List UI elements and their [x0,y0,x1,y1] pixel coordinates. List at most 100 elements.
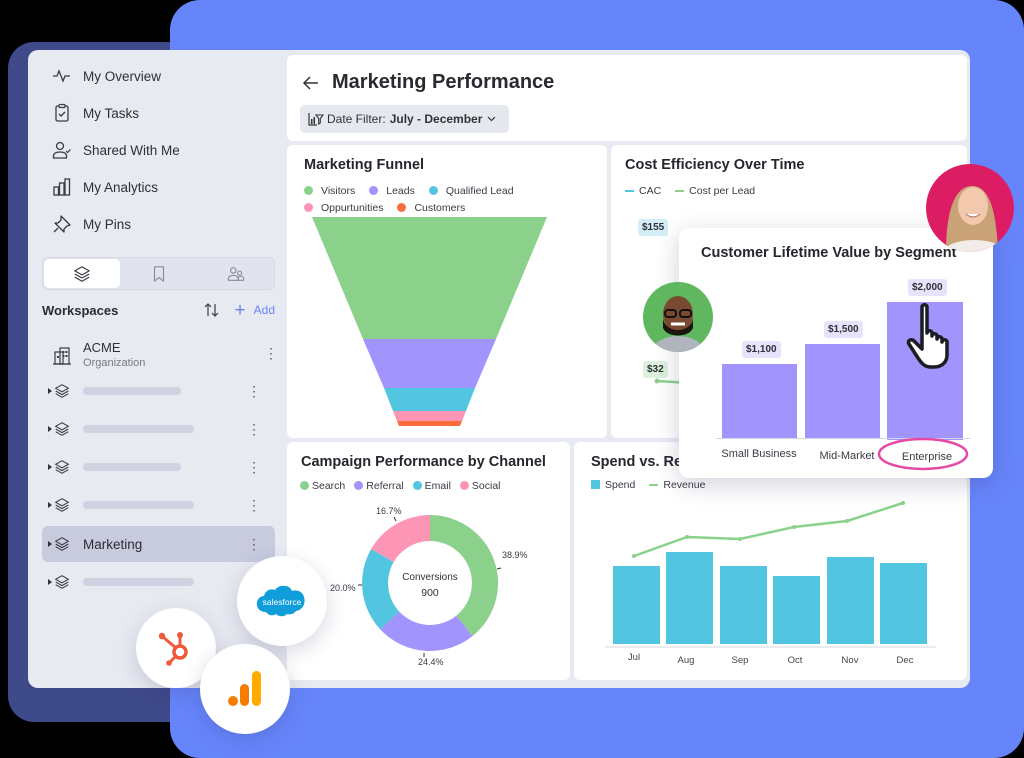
legend-item[interactable]: Customers [397,199,465,216]
legend-item[interactable]: Leads [369,182,415,199]
workspace-item[interactable]: ⋮ [42,487,275,523]
expand-caret-icon[interactable] [48,502,52,508]
cost-legend: CAC Cost per Lead [625,182,769,199]
referral-percent: 24.4% [418,657,444,667]
back-arrow-icon[interactable] [301,73,321,93]
kebab-menu-icon[interactable]: ⋮ [247,536,261,552]
layers-icon [54,537,70,551]
expand-caret-icon[interactable] [48,541,52,547]
chevron-down-icon [487,116,496,122]
kebab-menu-icon[interactable]: ⋮ [247,459,261,475]
social-percent: 16.7% [376,506,402,516]
kebab-menu-icon[interactable]: ⋮ [264,345,278,361]
workspace-placeholder [83,501,194,509]
date-filter-dropdown[interactable]: Date Filter: July - December [300,105,510,133]
workspace-item[interactable]: ⋮ [42,373,275,409]
x-axis [716,438,970,439]
clv-popup-card: Customer Lifetime Value by Segment $1,10… [679,228,993,478]
funnel-chart [312,217,547,426]
bar-chart-icon [53,178,71,196]
google-analytics-logo [200,644,290,734]
sidebar-item-my-pins[interactable]: My Pins [52,212,131,236]
x-tick-enterprise[interactable]: Enterprise [901,451,953,463]
plus-icon: + [234,299,246,321]
avatar-woman [926,164,1014,252]
segment-bookmarks[interactable] [121,258,197,289]
expand-caret-icon[interactable] [48,388,52,394]
sidebar-item-my-analytics[interactable]: My Analytics [52,175,158,199]
layers-icon [54,384,70,398]
cac-value-label: $155 [638,219,669,236]
legend-item[interactable]: Search [300,477,345,494]
legend-item[interactable]: Cost per Lead [675,182,755,199]
legend-item[interactable]: Qualified Lead [428,182,514,199]
sort-icon[interactable] [203,301,221,319]
layers-icon [54,460,70,474]
expand-caret-icon[interactable] [48,579,52,585]
bar-mid-market[interactable] [805,344,880,438]
email-percent: 20.0% [330,583,356,593]
clipboard-check-icon [55,103,69,122]
pin-icon [53,215,71,233]
avatar-man [643,282,713,352]
salesforce-logo: salesforce [237,556,327,646]
segment-workspaces[interactable] [44,259,121,288]
legend-item[interactable]: Oppurtunities [304,199,383,216]
users-icon [227,266,245,281]
sidebar-item-shared-with-me[interactable]: Shared With Me [52,138,180,162]
filter-chart-icon [308,113,324,126]
cpl-value-label: $32 [643,361,668,378]
workspace-placeholder [83,463,181,471]
layers-icon [74,265,90,282]
bookmark-icon [154,265,165,282]
sidebar-item-my-tasks[interactable]: My Tasks [52,101,139,125]
workspace-label: Marketing [83,536,143,552]
workspace-item-marketing[interactable]: Marketing ⋮ [42,526,275,562]
sidebar-item-my-overview[interactable]: My Overview [52,64,161,88]
add-workspace-button[interactable]: + Add [234,299,275,321]
legend-item[interactable]: CAC [625,182,661,199]
layers-icon [54,575,70,589]
bar-small-business[interactable] [722,364,797,438]
kebab-menu-icon[interactable]: ⋮ [247,421,261,437]
highlight-circle [877,437,969,471]
kebab-menu-icon[interactable]: ⋮ [247,383,261,399]
legend-item[interactable]: Referral [354,477,404,494]
campaign-performance-card: Campaign Performance by Channel Search R… [287,442,570,680]
workspaces-title: Workspaces [42,302,119,318]
donut-center-value: 900 [421,587,439,599]
kebab-menu-icon[interactable]: ⋮ [247,497,261,513]
marketing-funnel-card: Marketing Funnel Visitors Leads Qualifie… [287,145,607,438]
search-percent: 38.9% [502,550,528,560]
sidebar-item-label: My Pins [83,216,132,232]
org-item-acme[interactable]: ACME Organization ⋮ [52,338,278,374]
spend-legend: Spend Revenue [591,476,719,493]
segment-users[interactable] [198,258,274,289]
building-icon [53,347,71,365]
legend-item[interactable]: Visitors [304,182,355,199]
layers-icon [54,422,70,436]
legend-item[interactable]: Spend [591,476,635,493]
x-tick: Nov [841,655,859,666]
workspaces-header: Workspaces + Add [42,300,275,320]
expand-caret-icon[interactable] [48,426,52,432]
hand-cursor-icon [906,303,949,369]
legend-item[interactable]: Email [412,477,451,494]
workspace-item[interactable]: ⋮ [42,449,275,485]
x-tick: Sep [731,655,749,666]
expand-caret-icon[interactable] [48,464,52,470]
workspace-placeholder [83,425,194,433]
sidebar-segment-control [42,257,275,290]
campaign-legend: Search Referral Email Social [300,477,515,494]
value-label: $2,000 [908,279,947,296]
card-title: Campaign Performance by Channel [301,454,546,470]
workspace-item[interactable]: ⋮ [42,411,275,447]
x-tick: Dec [896,655,914,666]
org-type: Organization [83,357,146,369]
activity-icon [53,69,70,83]
workspace-item[interactable] [42,564,275,600]
legend-item[interactable]: Social [459,477,501,494]
legend-item[interactable]: Revenue [649,476,705,493]
org-name: ACME [83,340,121,355]
sidebar-item-label: My Analytics [83,179,159,195]
